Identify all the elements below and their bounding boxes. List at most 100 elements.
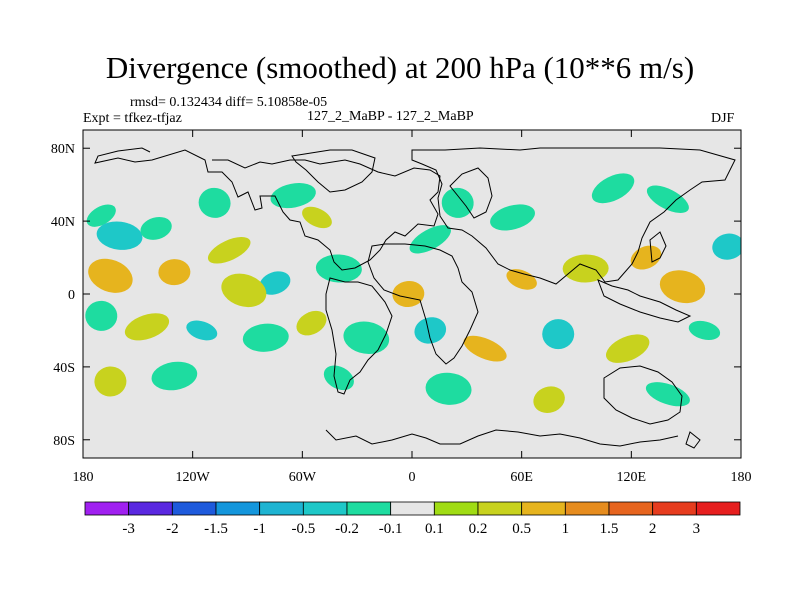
coastline-scandinavia <box>449 167 493 219</box>
coastline-southeast-asia <box>597 279 692 323</box>
x-tick-label: 120W <box>176 470 211 485</box>
divergence-cell <box>86 204 116 227</box>
colorbar-swatch <box>652 501 697 516</box>
divergence-cell <box>343 321 390 354</box>
y-tick-label: 0 <box>68 288 75 303</box>
colorbar-swatch <box>259 501 304 516</box>
colorbar-swatch <box>564 501 610 516</box>
divergence-cell <box>414 317 447 344</box>
divergence-cell <box>562 254 609 283</box>
colorbar-label: 3 <box>693 521 701 537</box>
x-tick-label: 180 <box>73 470 94 485</box>
coastline-new-zealand <box>685 431 701 449</box>
divergence-cell <box>221 273 267 308</box>
y-tick-label: 80N <box>51 142 75 157</box>
x-tick-label: 0 <box>409 470 416 485</box>
divergence-cell <box>506 269 537 290</box>
colorbar-label: 2 <box>649 521 657 537</box>
divergence-cell <box>242 323 289 352</box>
divergence-cell <box>296 310 327 336</box>
colorbar-swatch <box>84 501 130 516</box>
y-tick-label: 40N <box>51 215 75 230</box>
colorbar-swatch <box>477 501 523 516</box>
y-tick-label: 80S <box>53 434 75 449</box>
divergence-cell <box>259 271 291 295</box>
divergence-cell <box>688 320 721 340</box>
x-tick-label: 120E <box>617 470 647 485</box>
divergence-cell <box>463 335 507 362</box>
divergence-cell <box>151 361 198 391</box>
coastline-north-america <box>94 147 441 271</box>
colorbar-label: -1.5 <box>204 521 228 537</box>
divergence-cell <box>96 221 143 250</box>
chart-title: Divergence (smoothed) at 200 hPa (10**6 … <box>105 50 695 85</box>
colorbar-label: -0.5 <box>291 521 315 537</box>
coastline-south-america <box>325 277 393 395</box>
divergence-cell <box>645 382 690 407</box>
x-tick-label: 180 <box>731 470 752 485</box>
divergence-cell <box>409 225 451 254</box>
colorbar-label: 0.2 <box>469 521 488 537</box>
coastline-greenland <box>291 149 376 193</box>
divergence-cell <box>392 280 425 308</box>
divergence-cell <box>85 300 118 331</box>
divergence-cell <box>712 233 741 260</box>
divergence-cell <box>659 270 706 304</box>
divergence-cell <box>323 365 354 391</box>
colorbar-swatch <box>215 501 261 516</box>
divergence-cell <box>270 183 316 209</box>
coastline-antarctica <box>325 429 679 447</box>
colorbar-label: 0.5 <box>512 521 531 537</box>
x-tick-label: 60E <box>510 470 533 485</box>
x-axis: 180 120W 60W 0 60E 120E 180 <box>73 130 752 485</box>
stats-label: rmsd= 0.132434 diff= 5.10858e-05 <box>130 95 328 110</box>
colorbar-label: 0.1 <box>425 521 444 537</box>
divergence-cell <box>158 259 191 286</box>
colorbar-swatch <box>128 501 173 516</box>
divergence-cell <box>186 320 218 341</box>
coastline-layer <box>94 147 736 449</box>
divergence-field-layer <box>85 173 741 414</box>
colorbar-label: -0.1 <box>379 521 403 537</box>
divergence-cell <box>198 187 231 218</box>
y-axis: 80N 40N 0 40S 80S <box>51 142 741 449</box>
divergence-cell <box>591 173 635 204</box>
experiment-label: Expt = tfkez-tfjaz <box>83 111 182 126</box>
colorbar-label: -0.2 <box>335 521 359 537</box>
divergence-cell <box>140 216 172 240</box>
colorbar-swatch <box>390 501 435 516</box>
divergence-cell <box>605 334 650 363</box>
divergence-cell <box>88 258 133 293</box>
divergence-cell <box>490 204 535 231</box>
divergence-cell <box>124 313 170 341</box>
colorbar: -3 -2 -1.5 -1 -0.5 -0.2 -0.1 0.1 0.2 0.5 1 1.5 2 3 <box>84 501 741 537</box>
y-tick-label: 40S <box>53 361 75 376</box>
colorbar-label: 1.5 <box>600 521 619 537</box>
coastline-eurasia <box>411 147 736 285</box>
colorbar-swatch <box>346 501 392 516</box>
coastline-japan <box>649 231 667 263</box>
colorbar-label: 1 <box>562 521 570 537</box>
divergence-cell <box>425 372 472 405</box>
colorbar-swatch <box>433 501 479 516</box>
divergence-cell <box>302 206 332 229</box>
case-label: 127_2_MaBP - 127_2_MaBP <box>307 109 474 124</box>
colorbar-label: -3 <box>122 521 135 537</box>
divergence-cell <box>207 236 251 264</box>
colorbar-swatch <box>171 501 217 516</box>
x-tick-label: 60W <box>289 470 317 485</box>
colorbar-label: -1 <box>253 521 266 537</box>
colorbar-swatch <box>521 501 566 516</box>
divergence-cell <box>94 366 127 397</box>
colorbar-swatch <box>695 501 741 516</box>
colorbar-swatch <box>608 501 654 516</box>
coastline-australia <box>603 365 683 425</box>
divergence-cell <box>315 254 362 283</box>
season-label: DJF <box>711 111 735 126</box>
coastline-africa <box>367 243 479 365</box>
divergence-cell <box>646 185 689 213</box>
colorbar-swatch <box>302 501 348 516</box>
colorbar-label: -2 <box>166 521 179 537</box>
divergence-cell <box>441 187 474 218</box>
